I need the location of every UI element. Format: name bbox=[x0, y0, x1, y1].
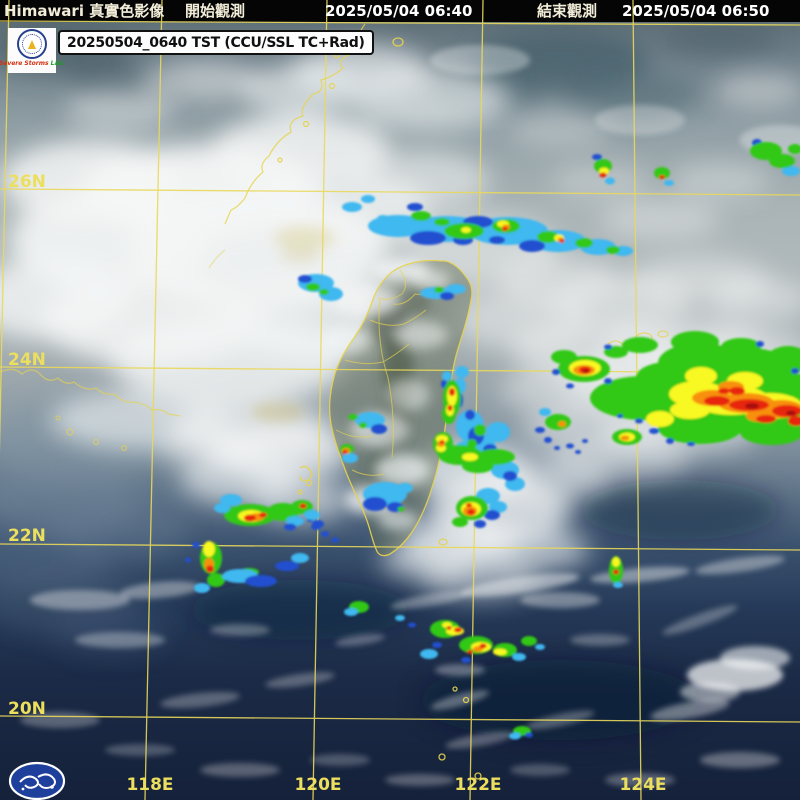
lab-name-main: Severe Storms bbox=[0, 60, 49, 67]
lon-label-124e: 124E bbox=[619, 775, 666, 795]
lon-label-120e: 120E bbox=[294, 775, 341, 795]
lat-label-20n: 20N bbox=[8, 699, 46, 719]
lat-label-22n: 22N bbox=[8, 526, 46, 546]
lon-label-118e: 118E bbox=[126, 775, 173, 795]
lat-label-24n: 24N bbox=[8, 350, 46, 370]
radar-overlay bbox=[185, 139, 800, 740]
end-observation-time: 2025/05/04 06:50 bbox=[622, 2, 769, 20]
start-observation-label: 開始觀測 bbox=[185, 2, 245, 20]
timestamp-annotation-box: 20250504_0640 TST (CCU/SSL TC+Rad) bbox=[58, 30, 374, 55]
county-borders bbox=[335, 269, 442, 510]
agency-emblem-box: Severe Storms Lab. bbox=[0, 28, 65, 73]
end-observation-label: 結束觀測 bbox=[537, 2, 597, 20]
lab-name-suffix: Lab. bbox=[50, 60, 66, 67]
header-bar bbox=[0, 0, 800, 22]
lon-label-122e: 122E bbox=[454, 775, 501, 795]
product-title: Himawari 真實色影像 bbox=[4, 2, 165, 20]
ccu-seal-icon bbox=[17, 29, 47, 59]
start-observation-time: 2025/05/04 06:40 bbox=[325, 2, 472, 20]
lat-label-26n: 26N bbox=[8, 172, 46, 192]
coordinate-labels: 26N 24N 22N 20N 118E 120E 122E 124E bbox=[8, 172, 667, 795]
header: Himawari 真實色影像 開始觀測 2025/05/04 06:40 結束觀… bbox=[4, 2, 769, 20]
timestamp-label: 20250504_0640 TST (CCU/SSL TC+Rad) bbox=[67, 34, 365, 51]
storms-lab-oval-icon bbox=[8, 761, 66, 800]
lab-logo: Severe Storms Lab. bbox=[0, 60, 65, 68]
